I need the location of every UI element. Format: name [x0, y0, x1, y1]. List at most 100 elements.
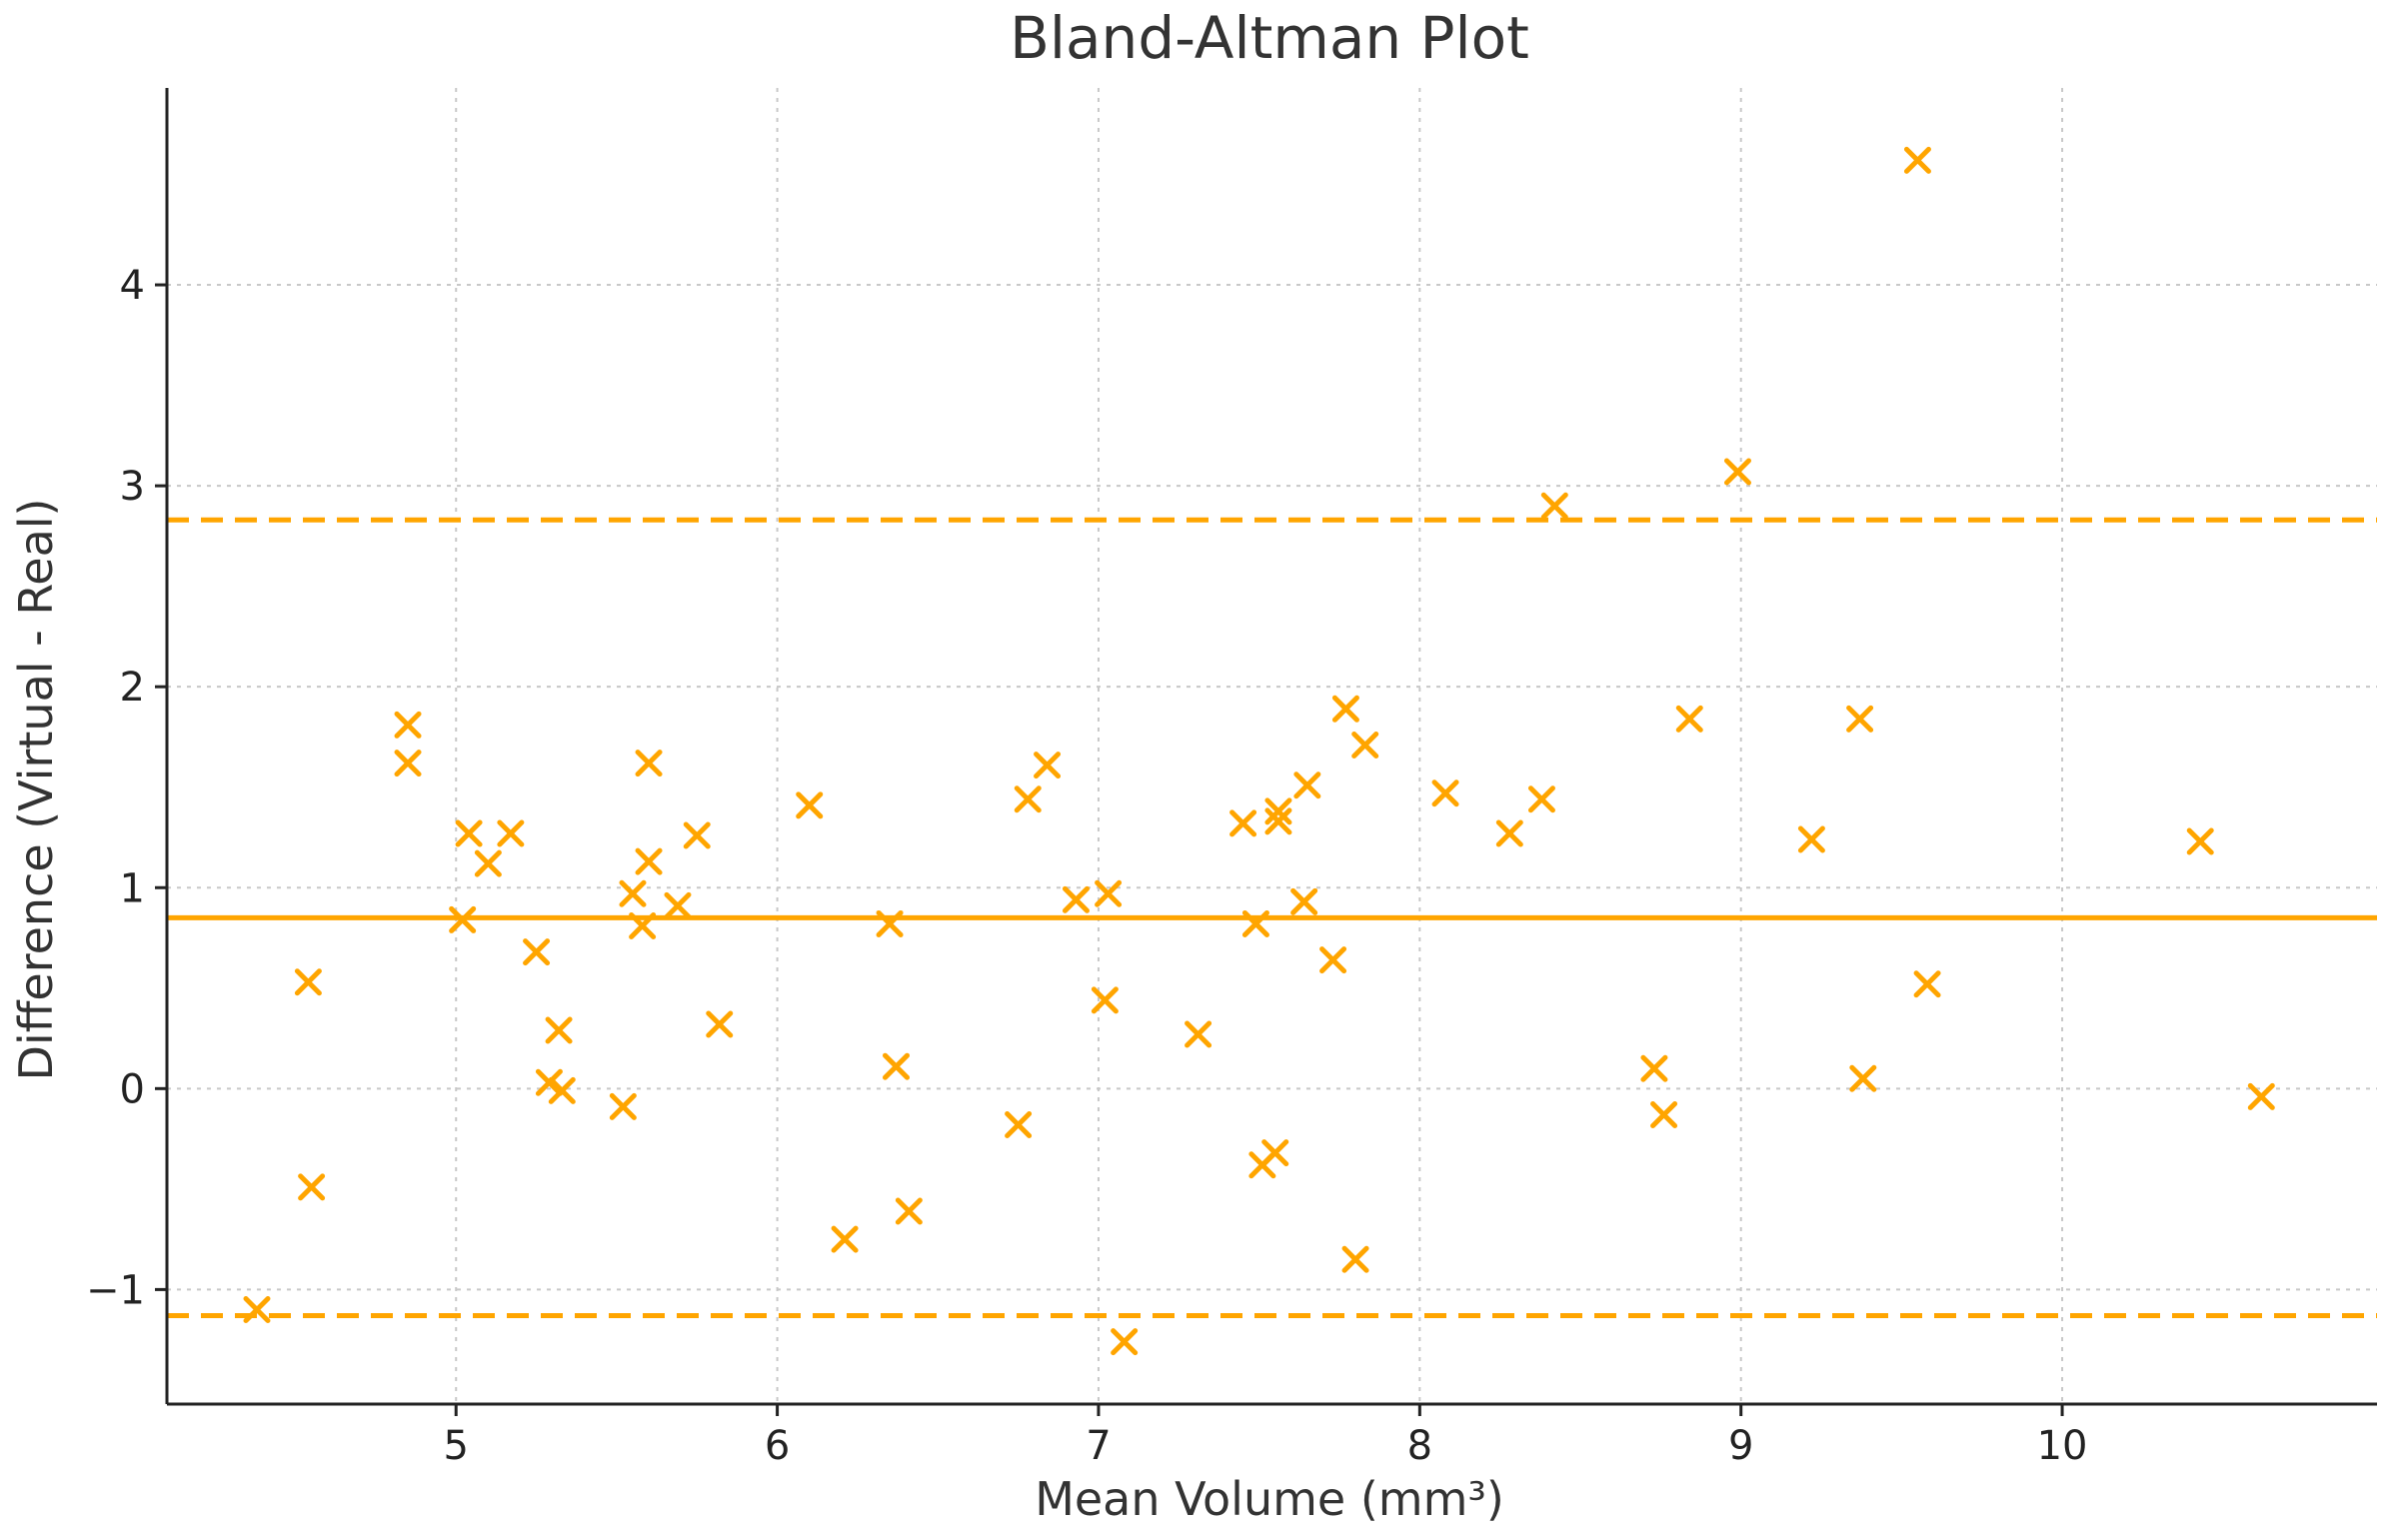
data-point	[664, 891, 692, 919]
data-point-stroke	[1062, 885, 1090, 913]
data-point	[1341, 1245, 1369, 1273]
data-point	[2186, 827, 2214, 855]
data-point	[1846, 705, 1874, 733]
data-point-stroke	[1091, 986, 1119, 1014]
data-point	[1527, 785, 1555, 813]
data-point-stroke	[298, 1173, 326, 1201]
reference-lines	[167, 517, 2377, 1319]
data-point-stroke	[474, 849, 502, 877]
data-point-stroke	[1111, 1328, 1139, 1356]
data-point	[1903, 146, 1931, 174]
x-tick-label: 10	[2037, 1423, 2088, 1469]
data-point	[1675, 705, 1703, 733]
data-point-stroke	[1290, 887, 1318, 915]
data-point	[294, 968, 322, 996]
y-tick-label: 1	[120, 865, 145, 911]
y-tick-label: 4	[120, 263, 145, 309]
data-point-stroke	[895, 1197, 923, 1225]
data-point-stroke	[1640, 1054, 1668, 1082]
data-point-stroke	[683, 821, 711, 849]
data-point-stroke	[497, 819, 525, 847]
data-point-stroke	[1723, 458, 1751, 486]
data-point	[1293, 771, 1321, 799]
data-point-stroke	[876, 909, 904, 937]
data-point-stroke	[1913, 970, 1941, 998]
data-point	[2247, 1082, 2275, 1110]
data-point	[1229, 809, 1257, 837]
data-point-stroke	[243, 1295, 271, 1323]
data-point	[1185, 1020, 1212, 1048]
data-point-stroke	[535, 1068, 563, 1096]
data-point-stroke	[796, 791, 824, 819]
grid	[167, 88, 2377, 1404]
data-point	[548, 1076, 576, 1104]
data-point-stroke	[1034, 752, 1062, 779]
data-point	[1095, 879, 1123, 907]
data-point	[895, 1197, 923, 1225]
data-point	[394, 750, 422, 777]
data-point-stroke	[1797, 825, 1825, 853]
y-tick-label: 3	[120, 464, 145, 510]
data-point-stroke	[1846, 705, 1874, 733]
data-point	[1723, 458, 1751, 486]
data-point-stroke	[1849, 1064, 1877, 1092]
data-point-stroke	[1351, 731, 1379, 759]
data-point	[298, 1173, 326, 1201]
data-point-stroke	[609, 1092, 637, 1120]
data-point-stroke	[1261, 1139, 1289, 1167]
data-point-stroke	[1319, 946, 1347, 974]
data-point	[1849, 1064, 1877, 1092]
data-point-stroke	[1014, 785, 1042, 813]
data-point-stroke	[629, 911, 657, 939]
data-point	[1261, 1139, 1289, 1167]
y-tick-label: 2	[120, 665, 145, 711]
data-point	[1091, 986, 1119, 1014]
data-point	[609, 1092, 637, 1120]
data-point-stroke	[455, 819, 483, 847]
data-point-stroke	[1185, 1020, 1212, 1048]
data-point	[1062, 885, 1090, 913]
data-point	[455, 819, 483, 847]
data-point-stroke	[1331, 695, 1359, 723]
data-point	[545, 1016, 573, 1044]
data-point	[1640, 1054, 1668, 1082]
data-point-stroke	[1527, 785, 1555, 813]
data-point-stroke	[831, 1225, 859, 1253]
data-point	[1650, 1100, 1678, 1128]
data-point	[1913, 970, 1941, 998]
y-tick-label: −1	[86, 1267, 145, 1313]
data-point	[635, 847, 663, 875]
data-point-stroke	[1095, 879, 1123, 907]
data-point-stroke	[883, 1052, 911, 1080]
data-point-stroke	[1540, 492, 1568, 520]
data-point-stroke	[449, 905, 477, 933]
data-point	[876, 909, 904, 937]
x-tick-label: 7	[1086, 1423, 1111, 1469]
data-point-stroke	[1675, 705, 1703, 733]
x-tick-label: 6	[765, 1423, 790, 1469]
data-points	[243, 146, 2275, 1356]
x-axis-label: Mean Volume (mm³)	[1035, 1472, 1504, 1526]
data-point-stroke	[635, 750, 663, 777]
data-point	[1495, 819, 1523, 847]
data-point	[706, 1010, 734, 1038]
data-point-stroke	[1903, 146, 1931, 174]
data-point-stroke	[1005, 1111, 1033, 1139]
data-point	[1290, 887, 1318, 915]
data-point	[883, 1052, 911, 1080]
data-point-stroke	[1650, 1100, 1678, 1128]
data-point-stroke	[1341, 1245, 1369, 1273]
data-point	[523, 938, 551, 966]
data-point	[619, 879, 647, 907]
data-point	[1005, 1111, 1033, 1139]
data-point	[1431, 779, 1459, 807]
data-point	[449, 905, 477, 933]
data-point-stroke	[545, 1016, 573, 1044]
y-tick-label: 0	[120, 1066, 145, 1112]
x-tick-label: 8	[1407, 1423, 1432, 1469]
data-point-stroke	[619, 879, 647, 907]
data-point	[1319, 946, 1347, 974]
data-point-stroke	[635, 847, 663, 875]
data-point	[243, 1295, 271, 1323]
